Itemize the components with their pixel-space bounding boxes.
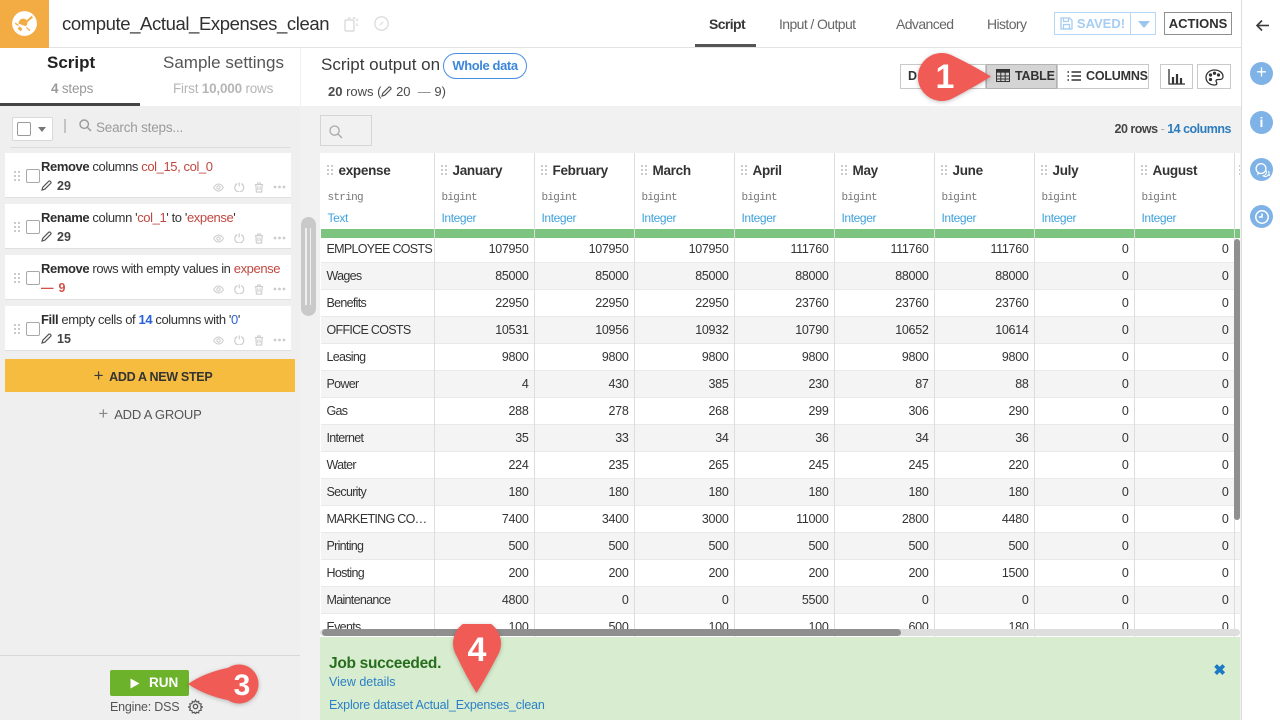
- svg-text:4: 4: [468, 631, 487, 669]
- svg-text:1: 1: [936, 58, 955, 96]
- svg-text:3: 3: [234, 669, 251, 702]
